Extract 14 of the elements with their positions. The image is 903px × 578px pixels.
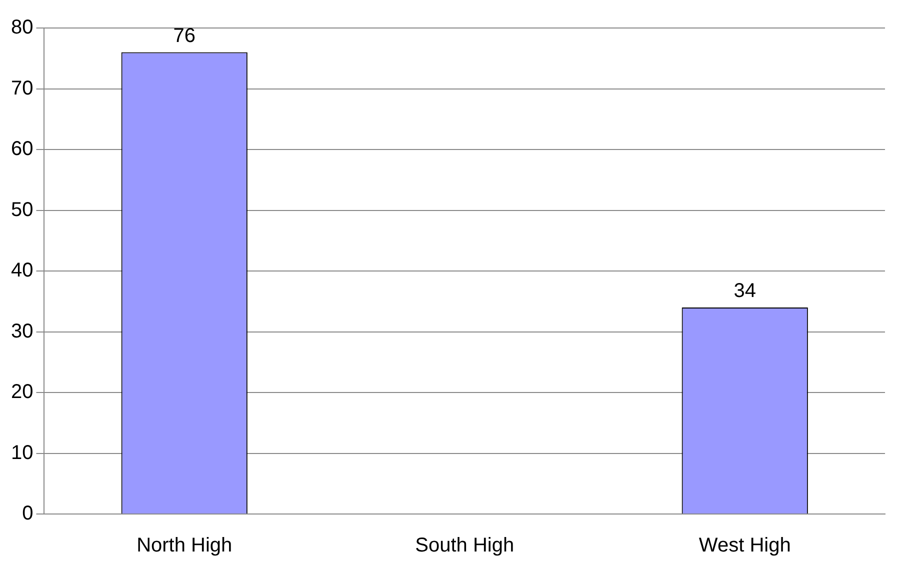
y-tick-label: 60 (10, 138, 34, 160)
y-tick-label: 70 (10, 77, 34, 100)
y-tick-label: 10 (10, 442, 34, 464)
data-label: 76 (173, 24, 196, 47)
x-tick-label: South High (415, 534, 514, 557)
x-tick-label: West High (698, 534, 791, 557)
y-tick-label: 40 (10, 260, 34, 282)
y-tick-label: 50 (10, 198, 34, 221)
y-tick-label: 80 (10, 16, 34, 39)
y-tick-label: 0 (22, 502, 34, 525)
y-tick-label: 20 (10, 381, 34, 404)
x-tick-label: North High (136, 534, 232, 557)
data-label: 34 (734, 280, 756, 302)
y-tick-label: 30 (10, 320, 34, 342)
